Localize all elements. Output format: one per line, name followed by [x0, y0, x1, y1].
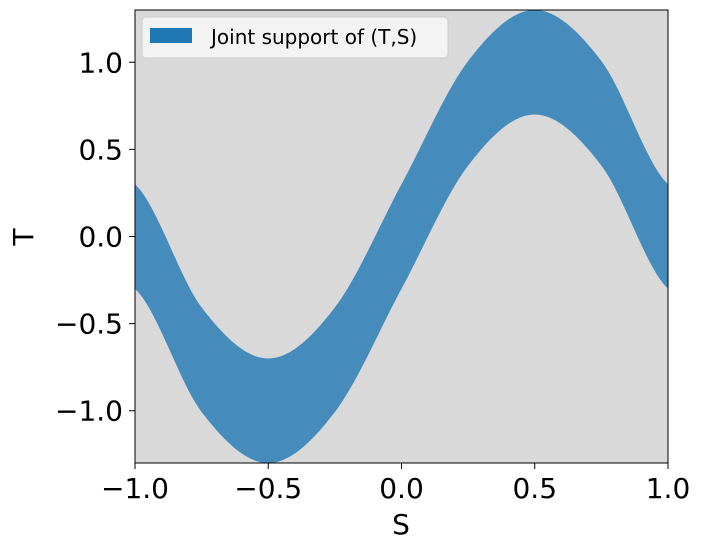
band-layer	[135, 10, 668, 463]
y-tick-label: 1.0	[78, 46, 123, 79]
y-axis-label: T	[7, 228, 40, 247]
y-axis-ticks: −1.0 −0.5 0.0 0.5 1.0	[55, 46, 135, 428]
x-tick-label: −0.5	[234, 472, 302, 505]
x-axis-label: S	[392, 508, 410, 541]
x-tick-label: 0.0	[379, 472, 424, 505]
x-tick-label: −1.0	[101, 472, 169, 505]
x-axis-ticks: −1.0 −0.5 0.0 0.5 1.0	[101, 463, 690, 505]
series-band-joint-support	[135, 10, 668, 463]
legend-box	[141, 16, 449, 59]
y-tick-label: −1.0	[55, 395, 123, 428]
legend-swatch	[150, 28, 192, 43]
legend: Joint support of (T,S)	[141, 16, 449, 59]
y-tick-label: 0.0	[78, 221, 123, 254]
y-tick-label: −0.5	[55, 308, 123, 341]
legend-label: Joint support of (T,S)	[209, 25, 417, 49]
y-tick-label: 0.5	[78, 133, 123, 166]
x-tick-label: 0.5	[512, 472, 557, 505]
x-tick-label: 1.0	[646, 472, 691, 505]
